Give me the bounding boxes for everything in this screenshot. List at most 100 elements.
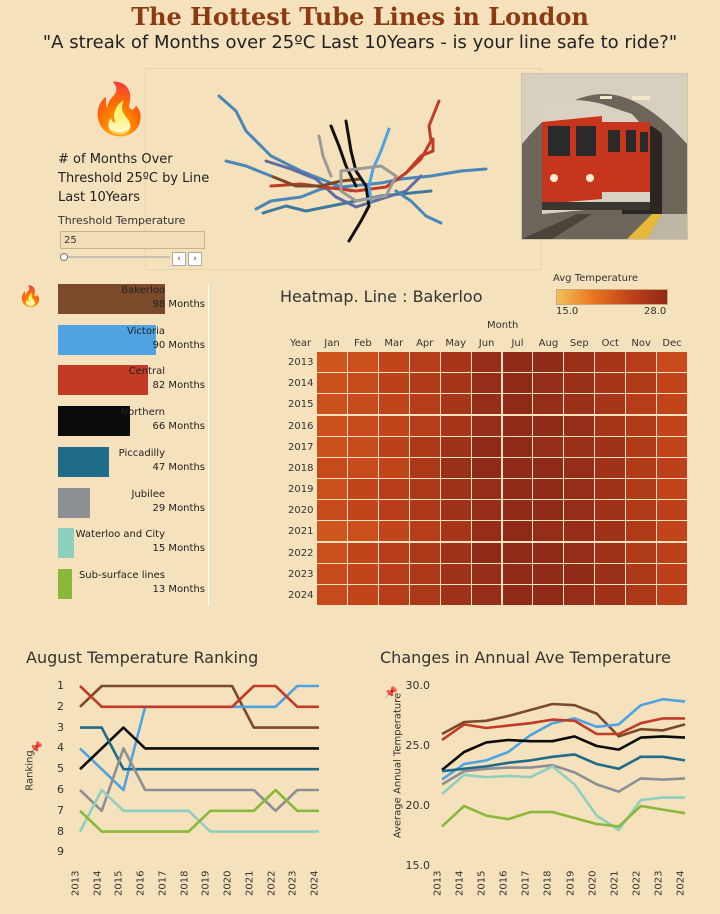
heatmap-cell [378, 500, 409, 521]
tube-line-northern [344, 119, 371, 243]
heatmap-cell [378, 563, 409, 584]
month-label: Mar [384, 338, 404, 349]
heatmap-cell [440, 352, 471, 373]
year-label: 2020 [288, 505, 314, 517]
bar-value-label: 13 Months [152, 583, 205, 595]
heatmap-cell [564, 457, 595, 478]
bar-value-label: 98 Months [152, 299, 205, 310]
heatmap-cell [378, 542, 409, 563]
divider [208, 284, 209, 606]
series-line [79, 684, 319, 729]
heatmap-cell [626, 373, 657, 394]
series-line [441, 763, 686, 793]
heatmap-cell [347, 394, 378, 415]
heatmap-cell [347, 563, 378, 584]
heatmap-cell [347, 373, 378, 394]
heatmap-cell [317, 500, 347, 521]
month-label: Sep [569, 338, 589, 349]
heatmap-cell [317, 373, 347, 394]
threshold-input[interactable] [60, 231, 205, 249]
heatmap-cell [657, 542, 687, 563]
color-legend [556, 289, 668, 305]
x-tick-label: 2022 [631, 870, 643, 896]
bar-sub-surface-lines [58, 568, 73, 599]
x-tick-label: 2024 [675, 870, 687, 896]
heatmap-cell [533, 457, 564, 478]
heatmap-cell [409, 542, 440, 563]
heatmap-cell [347, 500, 378, 521]
bar-central [58, 365, 148, 396]
heatmap-cell [409, 436, 440, 457]
heatmap-cell [378, 521, 409, 542]
heatmap-cell [347, 479, 378, 500]
heatmap-cell [595, 584, 626, 605]
heatmap-cell [471, 500, 502, 521]
series-line [79, 747, 319, 813]
heatmap-cell [595, 521, 626, 542]
heatmap-cell [440, 415, 471, 436]
bar-label: Piccadilly [118, 447, 165, 459]
heatmap-cell [595, 479, 626, 500]
heatmap-cell [595, 394, 626, 415]
threshold-slider[interactable] [60, 252, 170, 262]
slider-track [64, 256, 170, 258]
heatmap-cell [533, 415, 564, 436]
tube-line-northern-branch [329, 124, 358, 188]
heatmap-cell [440, 373, 471, 394]
series-line [79, 788, 319, 833]
heatmap-cell [409, 521, 440, 542]
heatmap-cell [595, 542, 626, 563]
rank-tick-label: 2 [57, 699, 64, 713]
series-line [441, 735, 686, 772]
heatmap-cell [440, 584, 471, 605]
heatmap-cell [626, 415, 657, 436]
temp-tick-label: 15.0 [405, 859, 431, 872]
heatmap-title: Heatmap. Line : Bakerloo [280, 287, 483, 306]
month-label: Jun [478, 338, 495, 349]
bar-value-label: 47 Months [152, 461, 205, 473]
heatmap-cell [378, 373, 409, 394]
heatmap-cell [378, 457, 409, 478]
heatmap-cell [595, 457, 626, 478]
metric-description: # of Months Over Threshold 25ºC by Line … [58, 150, 209, 207]
heatmap-cell [657, 521, 687, 542]
year-label: 2022 [288, 547, 314, 559]
metric-description-line: # of Months Over [58, 152, 173, 167]
x-tick-label: 2014 [454, 870, 466, 896]
bar-jubilee [58, 487, 90, 518]
x-tick-label: 2017 [520, 870, 532, 896]
series-line [441, 804, 686, 828]
tube-line-bakerloo [269, 174, 363, 188]
threshold-decrement-button[interactable]: ‹ [172, 252, 186, 266]
heatmap-cell [317, 542, 347, 563]
bar-bakerloo [58, 284, 165, 314]
heatmap-cell [564, 373, 595, 394]
series-line [79, 684, 319, 709]
heatmap-cell [533, 542, 564, 563]
heatmap-cell [595, 563, 626, 584]
heatmap-cell [595, 500, 626, 521]
heatmap-cell [533, 521, 564, 542]
threshold-label: Threshold Temperature [58, 214, 186, 227]
bar-piccadilly [58, 446, 110, 477]
x-tick-label: 2020 [587, 870, 599, 896]
tube-line-central-branch [404, 137, 435, 175]
x-tick-label: 2023 [287, 870, 299, 896]
heatmap-cell [317, 352, 347, 373]
tube-line-circle [339, 164, 398, 203]
rank-y-axis-title: Ranking [24, 750, 36, 791]
heatmap-cell [626, 584, 657, 605]
heatmap-cell [409, 479, 440, 500]
slider-thumb[interactable] [60, 253, 68, 261]
heatmap-cell [626, 563, 657, 584]
heatmap-cell [657, 394, 687, 415]
heatmap-cell [564, 479, 595, 500]
x-tick-label: 2016 [498, 870, 510, 896]
month-label: Jan [324, 338, 340, 349]
heatmap-cell [657, 479, 687, 500]
heatmap-cell [657, 500, 687, 521]
heatmap-cell [595, 352, 626, 373]
heatmap-cell [626, 542, 657, 563]
pin-icon: 📌 [29, 741, 43, 754]
threshold-increment-button[interactable]: › [188, 252, 202, 266]
